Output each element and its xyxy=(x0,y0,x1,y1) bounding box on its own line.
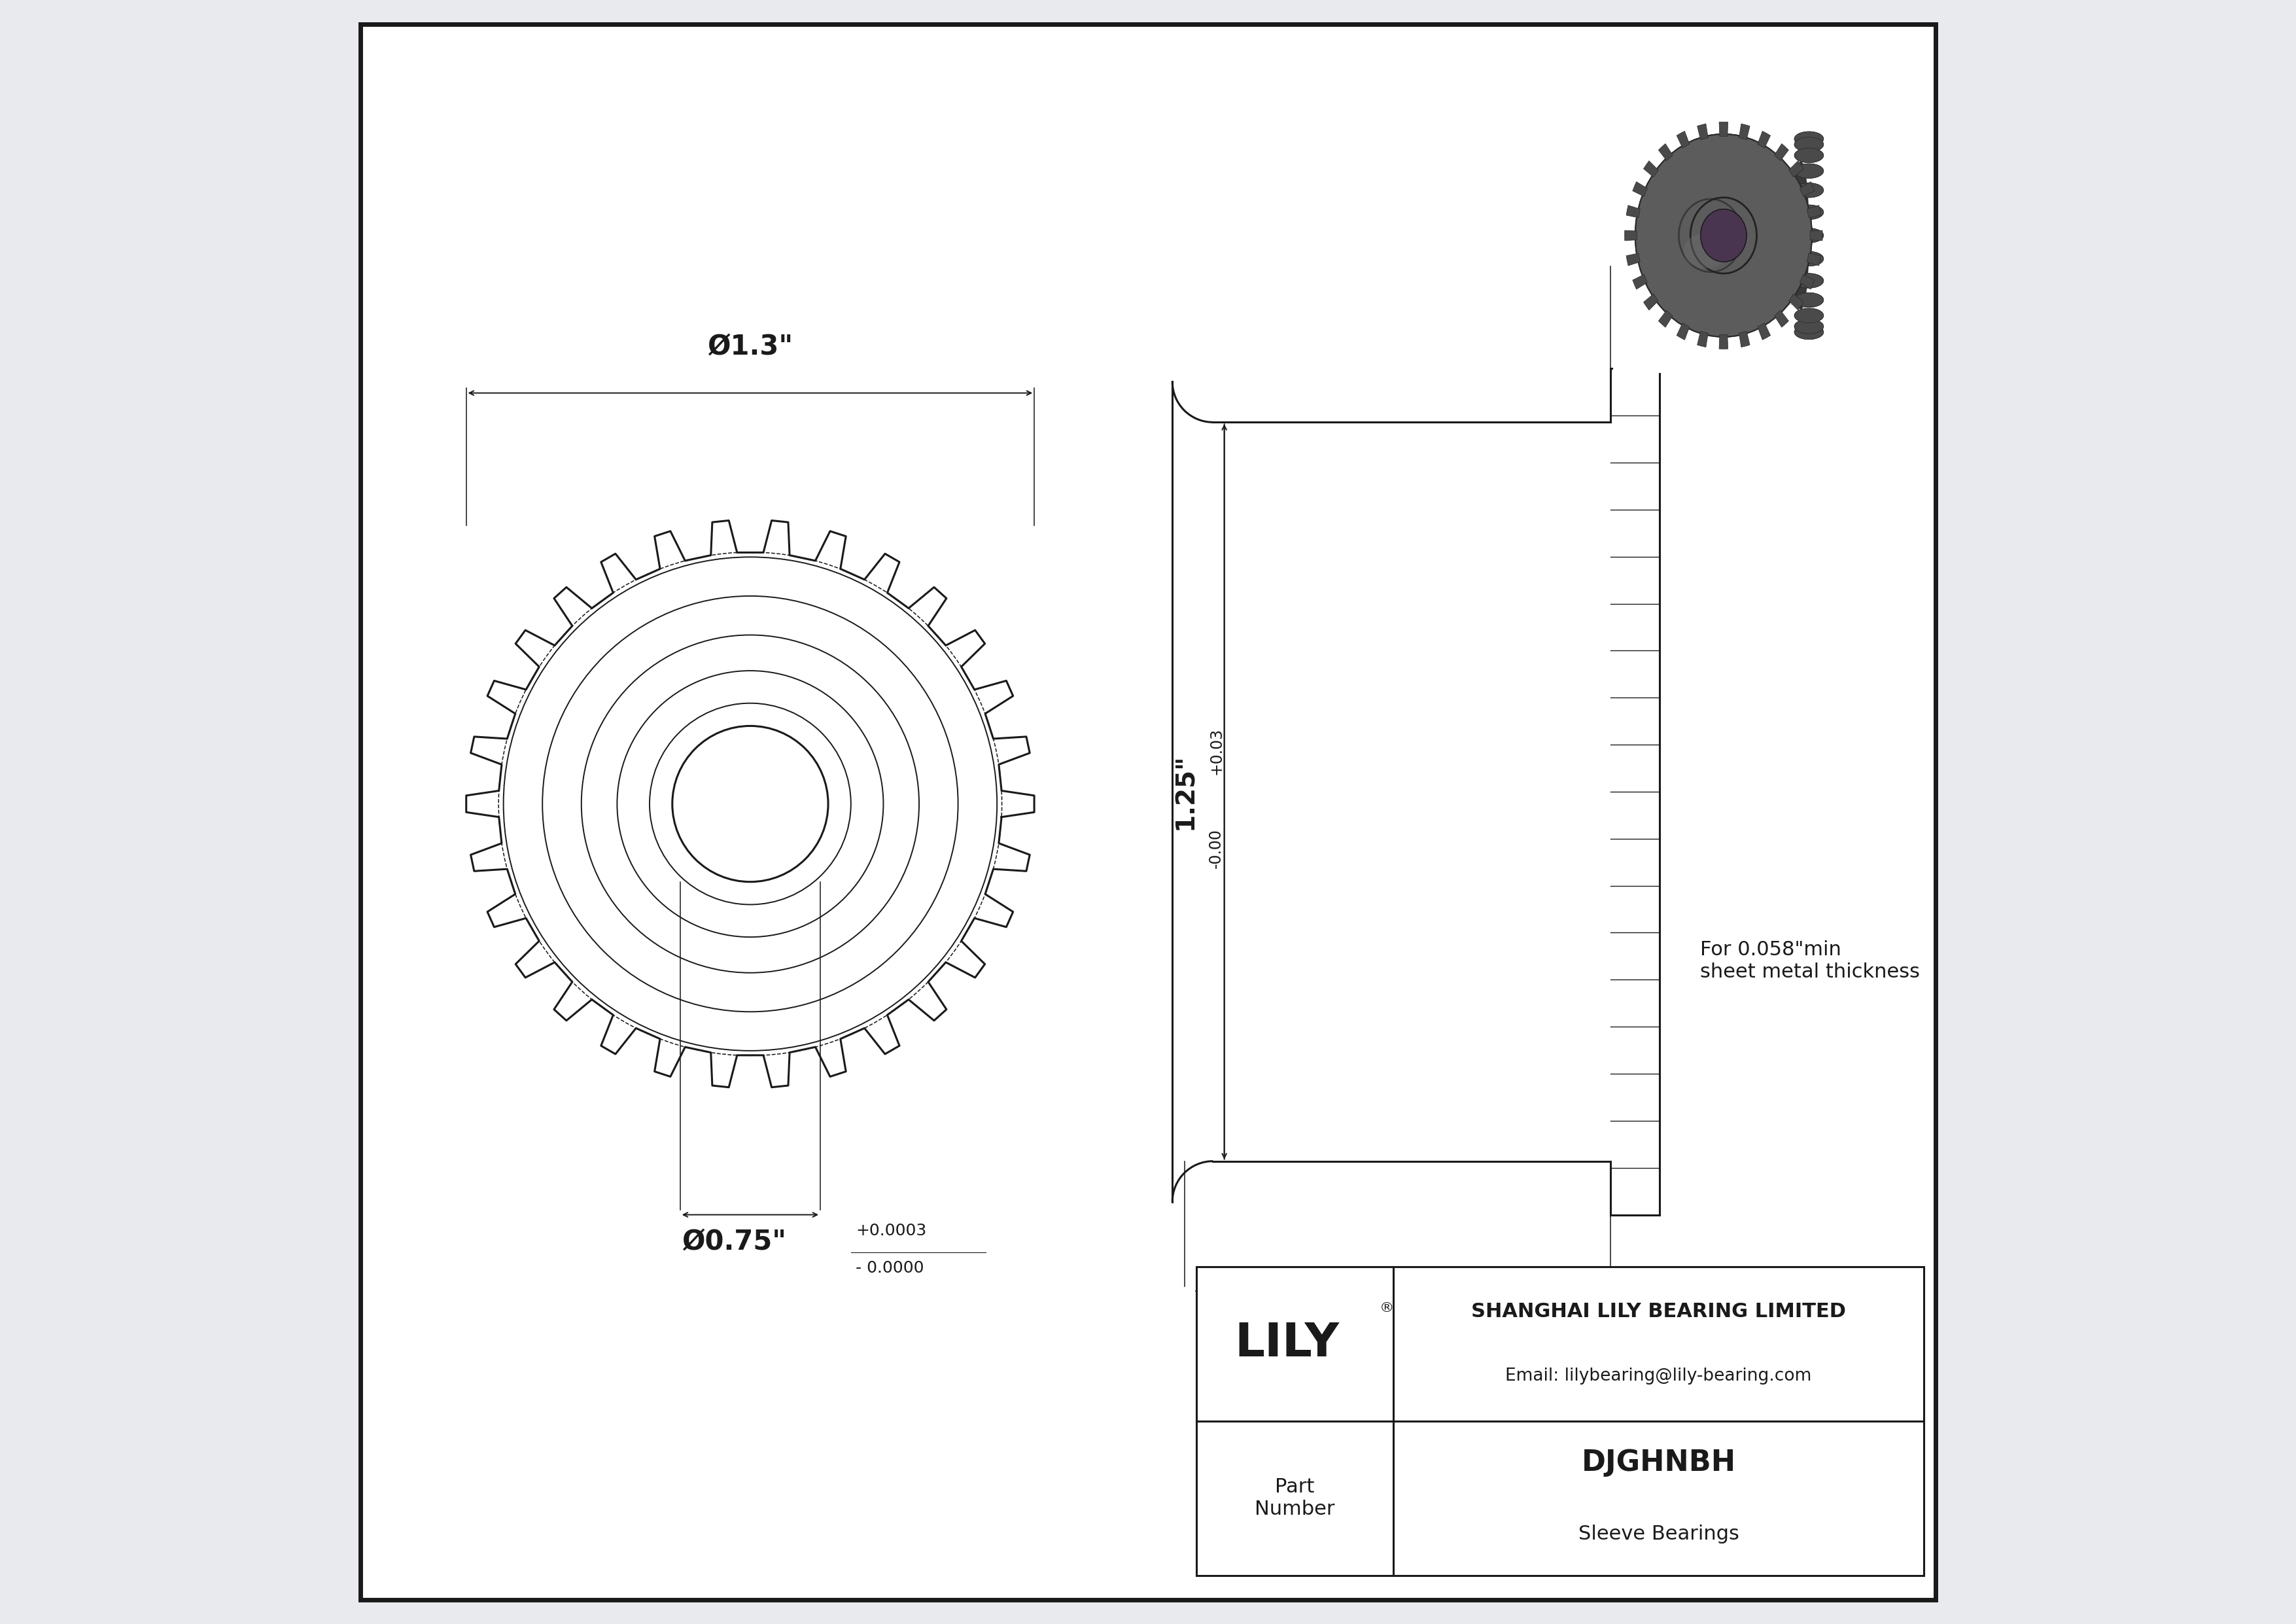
Ellipse shape xyxy=(1795,148,1823,162)
Polygon shape xyxy=(1738,123,1750,140)
Bar xyxy=(1614,99,1917,374)
Ellipse shape xyxy=(1795,252,1823,266)
Polygon shape xyxy=(1756,323,1770,339)
Ellipse shape xyxy=(1795,252,1823,266)
Ellipse shape xyxy=(1795,148,1823,162)
Bar xyxy=(1795,120,1821,130)
Ellipse shape xyxy=(1683,232,1729,268)
Polygon shape xyxy=(1720,335,1729,349)
Ellipse shape xyxy=(1795,132,1823,146)
Ellipse shape xyxy=(1795,320,1823,335)
Text: -0.00: -0.00 xyxy=(1208,828,1224,869)
Polygon shape xyxy=(1676,132,1690,148)
Polygon shape xyxy=(1644,294,1658,310)
Text: SHANGHAI LILY BEARING LIMITED: SHANGHAI LILY BEARING LIMITED xyxy=(1472,1302,1846,1320)
Ellipse shape xyxy=(1635,135,1812,336)
Polygon shape xyxy=(1800,182,1814,197)
Polygon shape xyxy=(1789,294,1805,310)
Polygon shape xyxy=(1720,122,1729,136)
Ellipse shape xyxy=(1795,292,1823,307)
Ellipse shape xyxy=(1795,273,1823,287)
Ellipse shape xyxy=(1795,205,1823,219)
Bar xyxy=(1612,369,1660,1215)
Polygon shape xyxy=(1632,182,1646,197)
Bar xyxy=(1795,156,1821,166)
Polygon shape xyxy=(1697,331,1708,348)
Text: +0.03: +0.03 xyxy=(1208,728,1224,775)
Polygon shape xyxy=(1807,205,1821,218)
Polygon shape xyxy=(1632,274,1646,289)
Ellipse shape xyxy=(1795,229,1823,242)
Bar xyxy=(1795,120,1821,130)
Bar xyxy=(1795,127,1821,136)
Ellipse shape xyxy=(1795,229,1823,242)
Text: Sleeve Bearings: Sleeve Bearings xyxy=(1577,1525,1738,1543)
Ellipse shape xyxy=(1795,292,1823,307)
Polygon shape xyxy=(1644,161,1658,177)
Ellipse shape xyxy=(1795,164,1823,179)
Polygon shape xyxy=(1658,310,1674,328)
Polygon shape xyxy=(1697,123,1708,140)
Ellipse shape xyxy=(1795,184,1823,198)
Text: - 0.0000: - 0.0000 xyxy=(856,1260,923,1276)
Polygon shape xyxy=(1756,132,1770,148)
Text: LILY: LILY xyxy=(1235,1322,1339,1366)
Ellipse shape xyxy=(1795,273,1823,287)
Text: DJGHNBH: DJGHNBH xyxy=(1582,1449,1736,1476)
Polygon shape xyxy=(1775,310,1789,328)
Ellipse shape xyxy=(1795,136,1823,151)
Text: Part
Number: Part Number xyxy=(1256,1478,1334,1518)
Polygon shape xyxy=(1789,161,1805,177)
Ellipse shape xyxy=(1795,132,1823,146)
Polygon shape xyxy=(1809,231,1823,240)
Ellipse shape xyxy=(1795,184,1823,198)
Bar xyxy=(1196,1267,1924,1575)
Ellipse shape xyxy=(1795,325,1823,339)
Text: Ø1.3": Ø1.3" xyxy=(707,333,792,361)
Ellipse shape xyxy=(1795,136,1823,151)
Ellipse shape xyxy=(1795,320,1823,335)
Text: 0.9"±0.02: 0.9"±0.02 xyxy=(1316,1320,1467,1348)
Polygon shape xyxy=(1800,274,1814,289)
Text: ®: ® xyxy=(1380,1301,1394,1315)
Ellipse shape xyxy=(1635,135,1812,336)
Ellipse shape xyxy=(1795,309,1823,323)
Polygon shape xyxy=(1775,143,1789,161)
Ellipse shape xyxy=(1795,309,1823,323)
Bar xyxy=(1795,156,1821,166)
Polygon shape xyxy=(1626,231,1637,240)
Polygon shape xyxy=(466,520,1033,1088)
Polygon shape xyxy=(1676,323,1690,339)
Polygon shape xyxy=(1626,253,1639,266)
Ellipse shape xyxy=(1793,162,1809,309)
Text: +0.0003: +0.0003 xyxy=(856,1223,928,1239)
Bar xyxy=(1795,127,1821,136)
Ellipse shape xyxy=(1795,205,1823,219)
Polygon shape xyxy=(1807,253,1821,266)
Bar xyxy=(1795,138,1821,148)
Polygon shape xyxy=(1658,143,1674,161)
Ellipse shape xyxy=(1701,209,1747,261)
Bar xyxy=(1173,422,1612,1161)
Text: Ø0.75": Ø0.75" xyxy=(682,1228,785,1255)
Bar xyxy=(1795,138,1821,148)
Text: 1.25": 1.25" xyxy=(1173,754,1199,830)
Ellipse shape xyxy=(1795,164,1823,179)
Ellipse shape xyxy=(1795,325,1823,339)
Ellipse shape xyxy=(1701,209,1747,261)
Text: For 0.058"min
sheet metal thickness: For 0.058"min sheet metal thickness xyxy=(1699,940,1919,981)
Polygon shape xyxy=(1626,205,1639,218)
Text: Email: lilybearing@lily-bearing.com: Email: lilybearing@lily-bearing.com xyxy=(1506,1367,1812,1385)
Polygon shape xyxy=(1738,331,1750,348)
